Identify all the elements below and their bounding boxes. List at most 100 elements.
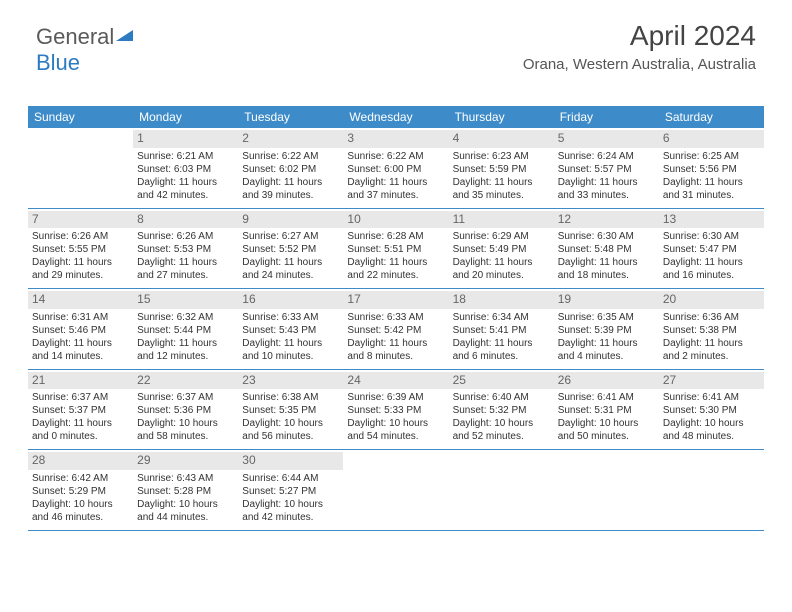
day-info-line: Sunrise: 6:43 AM — [137, 472, 234, 485]
calendar-day-cell: 29Sunrise: 6:43 AMSunset: 5:28 PMDayligh… — [133, 450, 238, 530]
calendar-day-cell: 3Sunrise: 6:22 AMSunset: 6:00 PMDaylight… — [343, 128, 448, 208]
day-number: 20 — [659, 291, 764, 309]
day-number: 27 — [659, 372, 764, 390]
day-info-line: Sunset: 5:27 PM — [242, 485, 339, 498]
calendar-day-cell: 20Sunrise: 6:36 AMSunset: 5:38 PMDayligh… — [659, 289, 764, 369]
day-info-line: Daylight: 11 hours and 10 minutes. — [242, 337, 339, 363]
calendar-day-cell: 9Sunrise: 6:27 AMSunset: 5:52 PMDaylight… — [238, 209, 343, 289]
brand-part1: General — [36, 24, 114, 49]
day-info-line: Daylight: 10 hours and 42 minutes. — [242, 498, 339, 524]
day-info-line: Sunrise: 6:42 AM — [32, 472, 129, 485]
calendar-day-cell: 26Sunrise: 6:41 AMSunset: 5:31 PMDayligh… — [554, 370, 659, 450]
day-number: 12 — [554, 211, 659, 229]
day-info-line: Sunrise: 6:37 AM — [137, 391, 234, 404]
calendar-day-cell: 13Sunrise: 6:30 AMSunset: 5:47 PMDayligh… — [659, 209, 764, 289]
day-info-line: Daylight: 11 hours and 2 minutes. — [663, 337, 760, 363]
calendar-day-cell — [449, 450, 554, 530]
day-number: 4 — [449, 130, 554, 148]
day-info-line: Sunrise: 6:30 AM — [663, 230, 760, 243]
location-line: Orana, Western Australia, Australia — [523, 56, 756, 73]
calendar-day-cell: 25Sunrise: 6:40 AMSunset: 5:32 PMDayligh… — [449, 370, 554, 450]
day-info-line: Daylight: 11 hours and 33 minutes. — [558, 176, 655, 202]
day-info-line: Daylight: 10 hours and 50 minutes. — [558, 417, 655, 443]
day-info-line: Sunrise: 6:44 AM — [242, 472, 339, 485]
day-info-line: Daylight: 11 hours and 29 minutes. — [32, 256, 129, 282]
calendar-day-cell: 17Sunrise: 6:33 AMSunset: 5:42 PMDayligh… — [343, 289, 448, 369]
day-info-line: Sunset: 5:56 PM — [663, 163, 760, 176]
day-info-line: Sunset: 5:53 PM — [137, 243, 234, 256]
day-number: 14 — [28, 291, 133, 309]
day-info-line: Sunrise: 6:40 AM — [453, 391, 550, 404]
day-number: 26 — [554, 372, 659, 390]
day-info-line: Daylight: 11 hours and 18 minutes. — [558, 256, 655, 282]
day-info-line: Sunrise: 6:41 AM — [558, 391, 655, 404]
day-number: 24 — [343, 372, 448, 390]
day-info-line: Sunrise: 6:27 AM — [242, 230, 339, 243]
day-info-line: Sunrise: 6:34 AM — [453, 311, 550, 324]
calendar-day-cell: 4Sunrise: 6:23 AMSunset: 5:59 PMDaylight… — [449, 128, 554, 208]
day-of-week-label: Wednesday — [343, 106, 448, 128]
day-info-line: Sunrise: 6:37 AM — [32, 391, 129, 404]
day-number: 16 — [238, 291, 343, 309]
day-info-line: Sunrise: 6:31 AM — [32, 311, 129, 324]
day-info-line: Sunset: 5:57 PM — [558, 163, 655, 176]
calendar-week-row: 14Sunrise: 6:31 AMSunset: 5:46 PMDayligh… — [28, 289, 764, 370]
day-info-line: Sunrise: 6:36 AM — [663, 311, 760, 324]
day-number: 1 — [133, 130, 238, 148]
calendar-week-row: 1Sunrise: 6:21 AMSunset: 6:03 PMDaylight… — [28, 128, 764, 209]
day-info-line: Sunset: 5:35 PM — [242, 404, 339, 417]
day-number: 11 — [449, 211, 554, 229]
day-info-line: Sunrise: 6:39 AM — [347, 391, 444, 404]
day-info-line: Sunrise: 6:29 AM — [453, 230, 550, 243]
calendar-week-row: 21Sunrise: 6:37 AMSunset: 5:37 PMDayligh… — [28, 370, 764, 451]
day-info-line: Sunrise: 6:30 AM — [558, 230, 655, 243]
day-info-line: Sunset: 5:44 PM — [137, 324, 234, 337]
calendar-day-cell: 27Sunrise: 6:41 AMSunset: 5:30 PMDayligh… — [659, 370, 764, 450]
day-info-line: Daylight: 11 hours and 14 minutes. — [32, 337, 129, 363]
day-info-line: Daylight: 11 hours and 20 minutes. — [453, 256, 550, 282]
weeks-container: 1Sunrise: 6:21 AMSunset: 6:03 PMDaylight… — [28, 128, 764, 531]
day-number: 19 — [554, 291, 659, 309]
day-info-line: Daylight: 11 hours and 39 minutes. — [242, 176, 339, 202]
day-number: 28 — [28, 452, 133, 470]
calendar-day-cell — [343, 450, 448, 530]
day-info-line: Daylight: 11 hours and 24 minutes. — [242, 256, 339, 282]
day-info-line: Sunset: 5:30 PM — [663, 404, 760, 417]
day-of-week-label: Friday — [554, 106, 659, 128]
calendar-day-cell: 30Sunrise: 6:44 AMSunset: 5:27 PMDayligh… — [238, 450, 343, 530]
brand-part2: Blue — [36, 50, 80, 75]
calendar-week-row: 28Sunrise: 6:42 AMSunset: 5:29 PMDayligh… — [28, 450, 764, 531]
brand-logo: General Blue — [36, 22, 134, 76]
day-info-line: Daylight: 10 hours and 56 minutes. — [242, 417, 339, 443]
day-info-line: Sunrise: 6:25 AM — [663, 150, 760, 163]
calendar-day-cell: 15Sunrise: 6:32 AMSunset: 5:44 PMDayligh… — [133, 289, 238, 369]
day-of-week-label: Tuesday — [238, 106, 343, 128]
day-info-line: Sunset: 5:46 PM — [32, 324, 129, 337]
day-info-line: Sunrise: 6:21 AM — [137, 150, 234, 163]
day-info-line: Sunrise: 6:28 AM — [347, 230, 444, 243]
day-info-line: Sunset: 5:33 PM — [347, 404, 444, 417]
day-number: 21 — [28, 372, 133, 390]
day-info-line: Daylight: 11 hours and 22 minutes. — [347, 256, 444, 282]
calendar-day-cell: 28Sunrise: 6:42 AMSunset: 5:29 PMDayligh… — [28, 450, 133, 530]
day-number: 18 — [449, 291, 554, 309]
calendar-day-cell: 8Sunrise: 6:26 AMSunset: 5:53 PMDaylight… — [133, 209, 238, 289]
day-info-line: Daylight: 10 hours and 46 minutes. — [32, 498, 129, 524]
calendar-day-cell: 24Sunrise: 6:39 AMSunset: 5:33 PMDayligh… — [343, 370, 448, 450]
calendar: SundayMondayTuesdayWednesdayThursdayFrid… — [28, 106, 764, 531]
day-of-week-label: Monday — [133, 106, 238, 128]
calendar-day-cell: 12Sunrise: 6:30 AMSunset: 5:48 PMDayligh… — [554, 209, 659, 289]
day-of-week-label: Saturday — [659, 106, 764, 128]
calendar-day-cell: 14 Sunrise: 6:31 AMSunset: 5:46 PMDayligh… — [28, 289, 133, 369]
calendar-day-cell: 1Sunrise: 6:21 AMSunset: 6:03 PMDaylight… — [133, 128, 238, 208]
calendar-day-cell: 10Sunrise: 6:28 AMSunset: 5:51 PMDayligh… — [343, 209, 448, 289]
day-info-line: Daylight: 11 hours and 27 minutes. — [137, 256, 234, 282]
day-number: 23 — [238, 372, 343, 390]
day-info-line: Sunset: 5:51 PM — [347, 243, 444, 256]
day-number: 15 — [133, 291, 238, 309]
day-info-line: Sunset: 5:49 PM — [453, 243, 550, 256]
day-info-line: Sunrise: 6:41 AM — [663, 391, 760, 404]
day-info-line: Sunrise: 6:35 AM — [558, 311, 655, 324]
day-number: 8 — [133, 211, 238, 229]
day-number: 25 — [449, 372, 554, 390]
